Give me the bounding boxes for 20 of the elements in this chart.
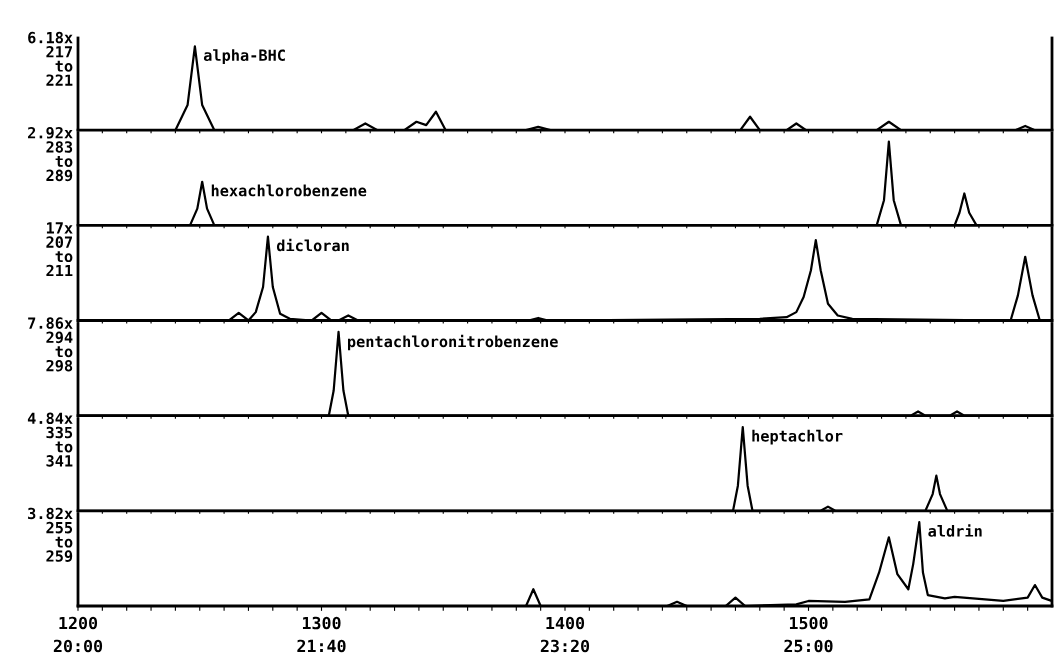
- annotation: hexachlorobenzene: [211, 184, 367, 197]
- text: 3.82x 255 to 259: [28, 507, 73, 562]
- annotation: pentachloronitrobenzene: [348, 334, 558, 351]
- x2-tick-label: 23:20: [540, 639, 590, 653]
- x-tick-label: 1500: [789, 616, 828, 630]
- text: 7.86x 294 to 298: [28, 317, 73, 372]
- text: 6.18x 217 to 221: [28, 31, 73, 86]
- x2-tick-label: 25:00: [784, 639, 833, 653]
- x2-tick-label: 21:40: [297, 639, 346, 653]
- annotation: alpha-BHC: [203, 49, 285, 64]
- text: 17x 207 to 211: [46, 222, 73, 277]
- annotation: dicloran: [276, 238, 349, 252]
- annotation: heptachlor: [752, 429, 843, 445]
- x-tick-label: 1300: [302, 616, 341, 630]
- text: 2.92x 283 to 289: [28, 126, 73, 182]
- text: 4.84x 335 to 341: [27, 412, 73, 467]
- x2-tick-label: 20:00: [53, 639, 103, 653]
- x-tick-label: 1200: [59, 616, 98, 630]
- x-tick-label: 1400: [546, 616, 585, 630]
- annotation: aldrin: [928, 524, 982, 537]
